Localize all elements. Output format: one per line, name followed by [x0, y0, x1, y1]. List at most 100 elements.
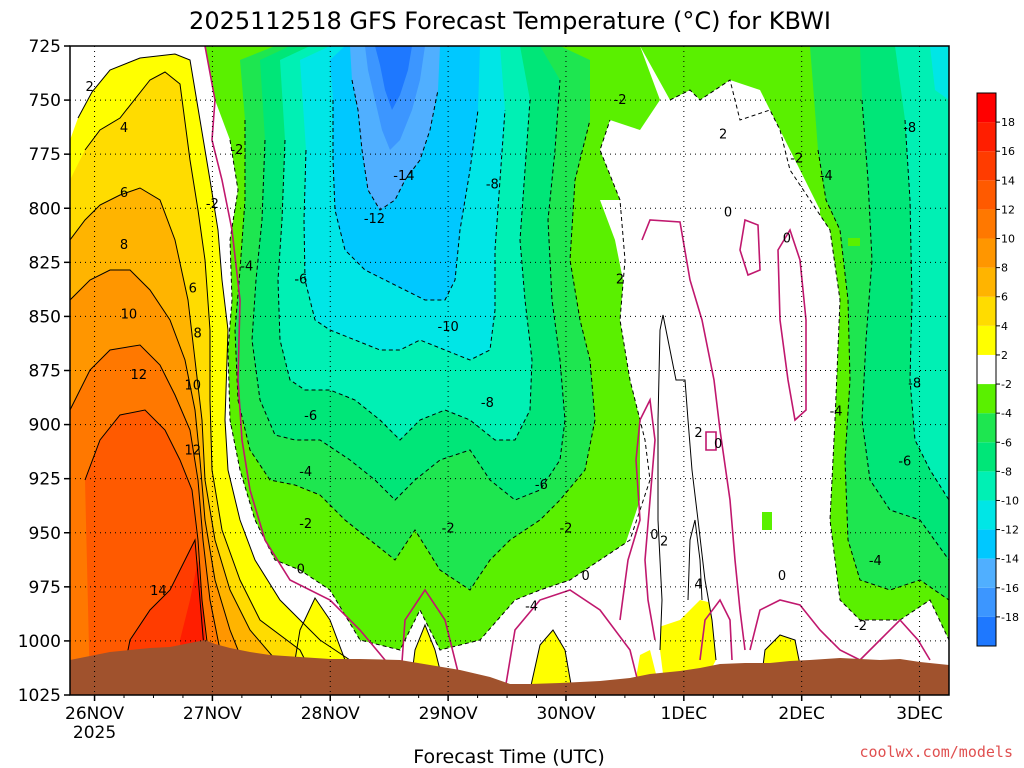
isotherm-plus12	[84, 409, 213, 691]
y-tick-label-725: 725	[29, 37, 61, 57]
contour-label-27: -2	[559, 521, 572, 536]
isotherm-plus14	[119, 538, 206, 691]
y-tick-label-875: 875	[29, 362, 61, 382]
contour-label-35: 4	[694, 578, 702, 593]
y-tick-label-975: 975	[29, 578, 61, 598]
contour-label-31: 0	[650, 528, 658, 543]
colorbar-bin--8-to--6	[977, 442, 996, 472]
colorbar-bin--6-to--4	[977, 413, 996, 443]
contour-label-1: 4	[120, 121, 128, 136]
colorbar-bin--2-to-2	[977, 354, 996, 385]
contour-label-47: -6	[898, 454, 911, 469]
contour-label-16: -4	[299, 465, 312, 480]
x-tick-label-5: 1DEC	[661, 704, 708, 724]
isotherm-zero-left	[204, 46, 396, 691]
colorbar-label-11: 6	[1001, 291, 1008, 304]
contour-label-41: -4	[820, 169, 833, 184]
colorbar-label-9: 2	[1001, 349, 1008, 362]
isotherm-minus2	[227, 119, 651, 651]
colorbar-bin--16-to--14	[977, 558, 996, 588]
pressure-axis: 725 750 775 800 825 850 875 900 925 950 975 1000 102…	[18, 37, 70, 706]
ground-terrain	[70, 640, 949, 695]
colorbar-label-17: 18	[1001, 116, 1015, 129]
colorbar-label-3: -12	[1001, 524, 1019, 537]
region-minus10-right	[930, 46, 949, 100]
contour-label-19: -12	[364, 212, 385, 227]
y-tick-label-1000: 1000	[18, 632, 61, 652]
contour-label-30: 2	[616, 273, 624, 288]
colorbar-bin-2-to-4	[977, 325, 996, 355]
isotherm-zero-29nov	[399, 588, 461, 691]
colorbar-bin-16-to-18	[977, 122, 996, 152]
contour-label-43: -4	[869, 554, 882, 569]
contour-label-12: -2	[206, 197, 219, 212]
contour-label-33: 2	[694, 426, 702, 441]
contour-label-2: 6	[120, 186, 128, 201]
x-tick-sublabel-0: 2025	[73, 723, 116, 743]
contour-label-28: 0	[581, 569, 589, 584]
contour-label-45: -8	[903, 121, 916, 136]
contour-label-14: -6	[294, 273, 307, 288]
x-tick-label-3: 29NOV	[419, 704, 478, 724]
contour-label-26: -4	[525, 599, 538, 614]
colorbar-bin-14-to-16	[977, 151, 996, 181]
isotherm-minus8-right	[904, 119, 949, 501]
contour-label-37: 0	[724, 206, 732, 221]
colorbar-label-8: -2	[1001, 378, 1012, 391]
isotherm-minus6	[251, 79, 566, 501]
colorbar-bin--10-to--8	[977, 471, 996, 501]
contour-labels: 2 4 6 8 10 12 14 6 8 10 12 -2 -2 -4 -6 -6 -4 -2 0 -12 -14 -10…	[86, 80, 922, 634]
isotherm-zero-1dec-b	[641, 219, 746, 651]
y-tick-label-1025: 1025	[18, 686, 61, 706]
isotherm-plus2-1dec	[657, 314, 717, 661]
isotherm-plus6	[70, 187, 291, 691]
contour-label-42: -4	[830, 405, 843, 420]
colorbar-label-6: -6	[1001, 436, 1012, 449]
isotherm-plus2-30nov	[529, 629, 573, 691]
colorbar-label-12: 8	[1001, 262, 1008, 275]
isotherm-plus4-1dec	[687, 519, 703, 601]
x-axis-title: Forecast Time (UTC)	[413, 746, 604, 768]
contour-label-23: -8	[481, 396, 494, 411]
temperature-colorbar: -18 -16 -14 -12 -10 -8 -6 -4 -2 2 4 6 8 10 12 14 16 18	[976, 92, 1019, 647]
contour-label-32: 2	[660, 534, 668, 549]
isotherm-zero-2dec-a	[739, 218, 761, 277]
contour-label-13: -4	[240, 260, 253, 275]
colorbar-label-15: 14	[1001, 174, 1015, 187]
contour-label-39: 0	[778, 569, 786, 584]
x-tick-label-1: 27NOV	[183, 704, 242, 724]
x-tick-label-7: 3DEC	[896, 704, 943, 724]
contour-label-15: -6	[304, 409, 317, 424]
colorbar-label-5: -8	[1001, 465, 1012, 478]
cold-fleck-900	[762, 512, 772, 530]
contour-label-5: 12	[130, 368, 147, 383]
colorbar-bin-6-to-8	[977, 267, 996, 297]
colorbar-bin--20-to--18	[977, 616, 996, 646]
x-tick-label-0: 26NOV	[65, 704, 124, 724]
colorbar-label-16: 16	[1001, 145, 1015, 158]
gridlines	[70, 45, 949, 696]
contour-label-0: 2	[86, 80, 94, 95]
contour-label-34: 0	[714, 437, 722, 452]
isotherm-zero-2dec-b	[777, 228, 807, 422]
isotherm-plus10	[70, 344, 231, 691]
credit-text: coolwx.com/models	[859, 743, 1013, 761]
contour-label-10: 12	[184, 444, 201, 459]
isotherm-minus12	[332, 100, 479, 301]
contour-label-21: -10	[438, 320, 459, 335]
contour-label-24: -2	[442, 521, 455, 536]
contour-label-38: 0	[783, 232, 791, 247]
contour-label-11: -2	[230, 143, 243, 158]
contour-label-4: 10	[121, 307, 138, 322]
isotherm-plus2	[77, 53, 351, 661]
contour-label-18: 0	[297, 563, 305, 578]
colorbar-frame	[976, 92, 997, 647]
contour-label-22: -8	[486, 177, 499, 192]
colorbar-label-10: 4	[1001, 320, 1008, 333]
contour-label-7: 6	[189, 281, 197, 296]
colorbar-label-4: -10	[1001, 494, 1019, 507]
x-tick-label-6: 2DEC	[778, 704, 825, 724]
contour-label-9: 10	[184, 379, 201, 394]
x-tick-label-2: 28NOV	[301, 704, 360, 724]
